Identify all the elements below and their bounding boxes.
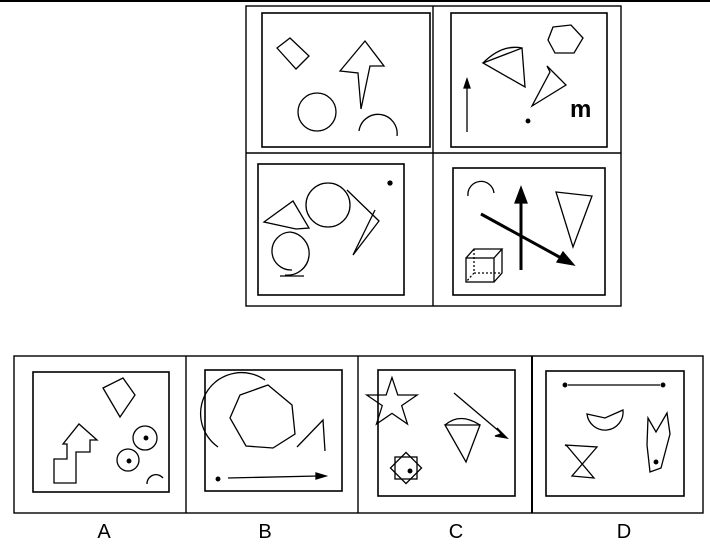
panel-top-right: m (450, 12, 608, 148)
panel-bottom-left (257, 163, 405, 296)
top-divider-line (0, 0, 710, 2)
option-c-label[interactable]: C (448, 521, 464, 543)
panel-top-left (261, 12, 431, 148)
option-b-figure (199, 369, 343, 492)
option-a-label[interactable]: A (97, 521, 111, 543)
panel-bottom-right (452, 167, 606, 296)
option-c-figure (364, 369, 516, 497)
panel-glyph-m: m (570, 96, 591, 123)
option-a-figure (32, 371, 170, 493)
option-d-figure (545, 370, 685, 497)
option-b-label[interactable]: B (258, 521, 272, 543)
option-d-label[interactable]: D (616, 521, 632, 543)
